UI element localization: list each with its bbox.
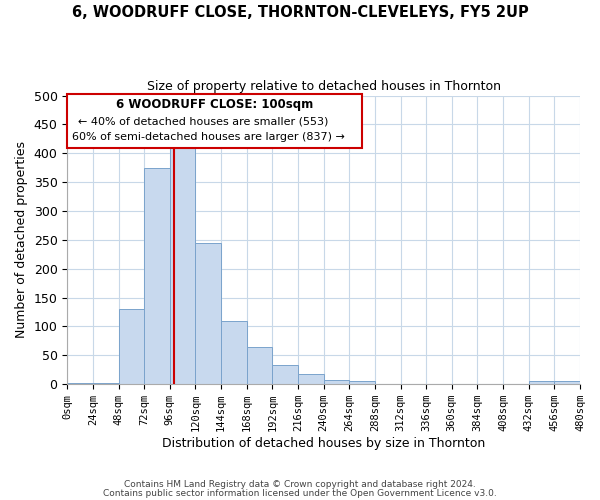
Bar — [272, 365, 298, 384]
Bar — [554, 382, 580, 384]
Bar — [323, 380, 349, 384]
Text: Contains public sector information licensed under the Open Government Licence v3: Contains public sector information licen… — [103, 489, 497, 498]
Text: Contains HM Land Registry data © Crown copyright and database right 2024.: Contains HM Land Registry data © Crown c… — [124, 480, 476, 489]
Bar — [349, 382, 375, 384]
Text: 60% of semi-detached houses are larger (837) →: 60% of semi-detached houses are larger (… — [73, 132, 345, 142]
Bar — [119, 309, 144, 384]
Text: 6 WOODRUFF CLOSE: 100sqm: 6 WOODRUFF CLOSE: 100sqm — [116, 98, 313, 111]
Bar — [298, 374, 323, 384]
Bar — [529, 382, 554, 384]
Bar — [67, 383, 93, 384]
X-axis label: Distribution of detached houses by size in Thornton: Distribution of detached houses by size … — [162, 437, 485, 450]
Y-axis label: Number of detached properties: Number of detached properties — [15, 142, 28, 338]
Title: Size of property relative to detached houses in Thornton: Size of property relative to detached ho… — [146, 80, 500, 93]
Bar — [93, 383, 119, 384]
Bar — [170, 144, 196, 384]
Bar — [196, 243, 221, 384]
Bar — [144, 168, 170, 384]
Bar — [221, 320, 247, 384]
Text: 6, WOODRUFF CLOSE, THORNTON-CLEVELEYS, FY5 2UP: 6, WOODRUFF CLOSE, THORNTON-CLEVELEYS, F… — [71, 5, 529, 20]
FancyBboxPatch shape — [67, 94, 362, 148]
Text: ← 40% of detached houses are smaller (553): ← 40% of detached houses are smaller (55… — [77, 117, 328, 127]
Bar — [247, 346, 272, 384]
